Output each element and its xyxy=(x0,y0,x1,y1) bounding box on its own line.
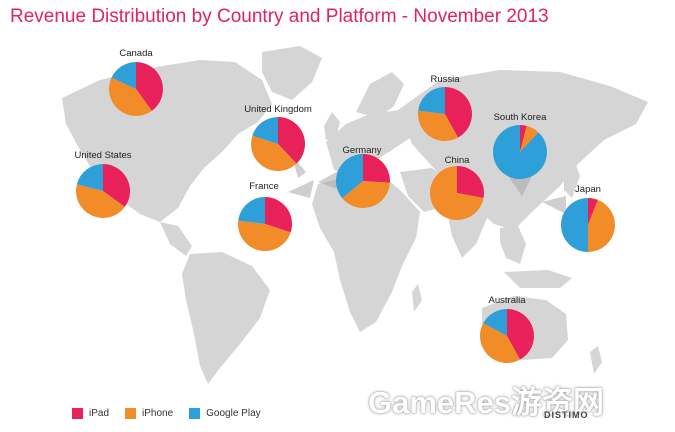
pie-label-china: China xyxy=(445,155,471,166)
pie-label-united-kingdom: United Kingdom xyxy=(244,104,312,115)
pie-slice-united-kingdom-iphone xyxy=(251,135,297,171)
land-central-america xyxy=(160,222,192,256)
pie-slice-south-korea-ipad xyxy=(520,125,527,152)
land-madagascar xyxy=(412,284,422,312)
pie-label-japan: Japan xyxy=(575,184,601,195)
pie-slice-france-iphone xyxy=(237,220,291,252)
pointer-south-korea xyxy=(508,176,532,196)
pie-slice-united-states-google-play xyxy=(76,164,103,191)
pie-slice-canada-iphone xyxy=(109,77,152,116)
legend-swatch-iphone xyxy=(125,408,137,419)
pie-france: France xyxy=(237,181,293,252)
pie-label-france: France xyxy=(249,181,279,192)
pie-canada: Canada xyxy=(109,48,163,116)
pie-label-south-korea: South Korea xyxy=(494,112,548,123)
land-africa xyxy=(312,176,420,332)
pie-slice-australia-google-play xyxy=(483,308,507,336)
pie-slice-france-google-play xyxy=(238,197,265,224)
land-greenland xyxy=(262,46,322,100)
pie-slice-germany-iphone xyxy=(342,181,390,208)
pie-slice-united-states-iphone xyxy=(76,184,125,218)
pie-label-germany: Germany xyxy=(342,145,381,156)
pie-slice-germany-google-play xyxy=(336,154,363,199)
pointer-japan xyxy=(542,196,566,214)
land-south-america xyxy=(182,252,270,384)
pie-slice-russia-ipad xyxy=(445,87,473,138)
pie-germany: Germany xyxy=(336,145,391,208)
watermark: GameRes游资网 xyxy=(368,385,605,420)
land-japan xyxy=(564,160,580,198)
pie-slice-russia-iphone xyxy=(417,110,459,142)
legend-item-iphone: iPhone xyxy=(125,408,173,419)
pie-label-canada: Canada xyxy=(119,48,153,59)
pie-united-states: United States xyxy=(74,150,132,218)
legend-swatch-ipad xyxy=(72,408,83,419)
pie-label-russia: Russia xyxy=(430,74,460,85)
legend-label-iphone: iPhone xyxy=(142,408,174,419)
land-southeast-asia xyxy=(500,226,526,264)
pie-slice-south-korea-google-play xyxy=(492,125,547,179)
country-pies: Canada United Kingdom United States France G… xyxy=(74,48,615,364)
pie-japan: Japan xyxy=(561,184,615,252)
pie-slice-japan-iphone xyxy=(588,199,615,252)
legend-item-ipad: iPad xyxy=(72,408,109,419)
pie-slice-china-iphone xyxy=(429,166,484,220)
pie-label-australia: Australia xyxy=(489,295,527,306)
pie-slice-australia-iphone xyxy=(479,322,521,364)
legend: iPad iPhone Google Play xyxy=(72,408,277,419)
legend-label-google-play: Google Play xyxy=(206,408,261,419)
pie-slice-russia-google-play xyxy=(418,86,445,114)
legend-item-google-play: Google Play xyxy=(189,408,261,419)
land-new-zealand xyxy=(590,346,602,374)
pie-australia: Australia xyxy=(479,295,535,364)
land-indonesia xyxy=(504,270,572,288)
pie-slice-canada-ipad xyxy=(136,62,163,111)
pie-united-kingdom: United Kingdom xyxy=(244,104,312,171)
pie-slice-united-kingdom-google-play xyxy=(252,117,278,144)
pie-russia: Russia xyxy=(417,74,473,142)
callout-pointers xyxy=(288,156,566,214)
pie-south-korea: South Korea xyxy=(492,112,548,179)
pie-slice-south-korea-iphone xyxy=(520,125,539,152)
pie-slice-france-ipad xyxy=(265,197,293,233)
chart-title: Revenue Distribution by Country and Plat… xyxy=(10,6,549,27)
legend-swatch-google-play xyxy=(189,408,201,419)
pointer-france xyxy=(288,180,314,198)
land-scandinavia xyxy=(356,72,404,118)
pointer-germany xyxy=(318,170,340,190)
brand-logo: DISTIMO xyxy=(544,410,589,420)
pie-china: China xyxy=(429,155,484,220)
pie-slice-united-kingdom-ipad xyxy=(278,117,305,164)
pie-slice-canada-google-play xyxy=(111,62,136,89)
pie-slice-japan-google-play xyxy=(561,198,588,252)
pie-slice-japan-ipad xyxy=(588,198,598,225)
land-uk xyxy=(324,112,340,140)
pie-label-united-states: United States xyxy=(74,150,131,161)
legend-label-ipad: iPad xyxy=(89,408,110,419)
pie-slice-australia-ipad xyxy=(507,309,535,360)
pie-slice-china-ipad xyxy=(457,166,484,199)
pie-slice-germany-ipad xyxy=(363,154,391,183)
pie-slice-united-states-ipad xyxy=(103,164,130,207)
